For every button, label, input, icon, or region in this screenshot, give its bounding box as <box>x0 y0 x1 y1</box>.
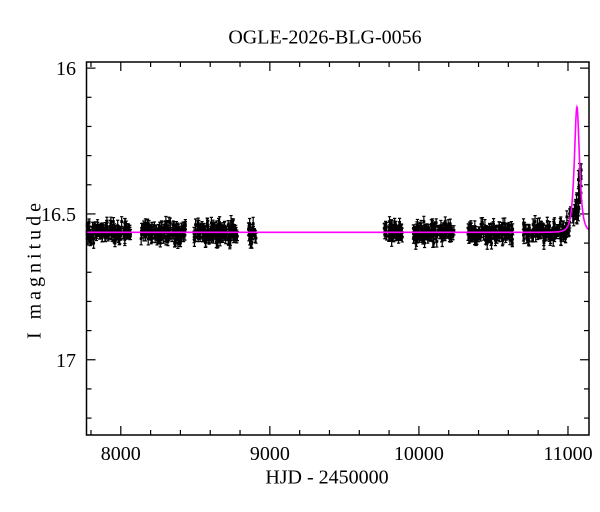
y-tick-label: 16.5 <box>41 204 76 226</box>
plot-frame <box>85 61 590 436</box>
data-points-rising-side-points-dots <box>571 199 579 221</box>
x-axis-label: HJD - 2450000 <box>265 466 389 489</box>
data-points-season-4-dots <box>247 222 258 246</box>
model-curve <box>86 104 590 234</box>
data-points-season-7-dots <box>466 222 515 245</box>
x-tick-label: 9000 <box>250 443 290 465</box>
data-points-season-5-dots <box>382 220 404 242</box>
chart-title: OGLE-2026-BLG-0056 <box>228 26 422 49</box>
y-tick-label: 17 <box>56 350 76 372</box>
x-tick-label: 8000 <box>101 443 141 465</box>
x-tick-label: 11000 <box>543 443 592 465</box>
y-axis-label: I magnitude <box>23 198 46 340</box>
data-points-season-8-dots <box>522 209 573 245</box>
x-tick-label: 10000 <box>394 443 444 465</box>
y-tick-label: 16 <box>56 58 76 80</box>
